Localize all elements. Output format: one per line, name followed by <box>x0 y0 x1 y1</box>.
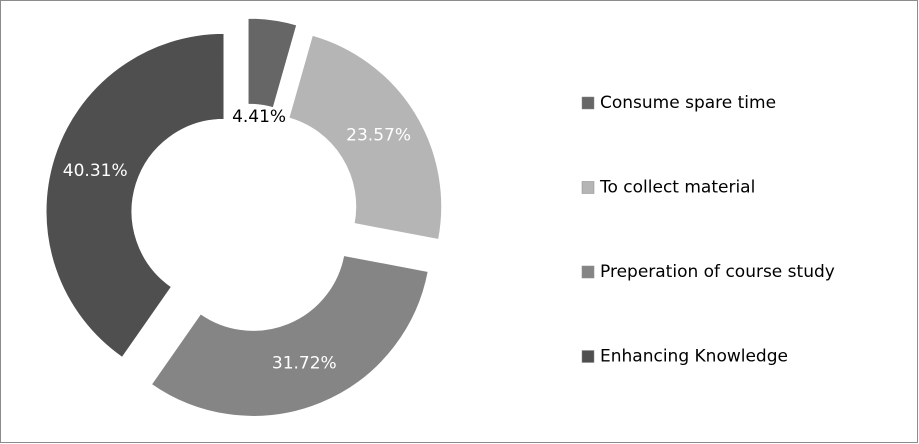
legend-swatch <box>581 265 595 279</box>
data-label: 4.41% <box>232 107 286 127</box>
data-label: 40.31% <box>63 161 128 181</box>
legend-swatch <box>581 350 595 363</box>
donut-segment <box>150 254 429 417</box>
legend-swatch <box>581 181 595 194</box>
legend-label: To collect material <box>599 178 755 198</box>
legend-label: Preperation of course study <box>600 262 835 282</box>
legend-label: Enhancing Knowledge <box>600 347 788 367</box>
legend-label: Consume spare time <box>600 93 776 113</box>
data-label: 31.72% <box>272 353 337 373</box>
donut-segment <box>247 17 298 109</box>
donut-segment <box>288 34 443 241</box>
donut-segment <box>45 32 225 359</box>
data-label: 23.57% <box>346 125 411 145</box>
legend-swatch <box>581 96 595 110</box>
